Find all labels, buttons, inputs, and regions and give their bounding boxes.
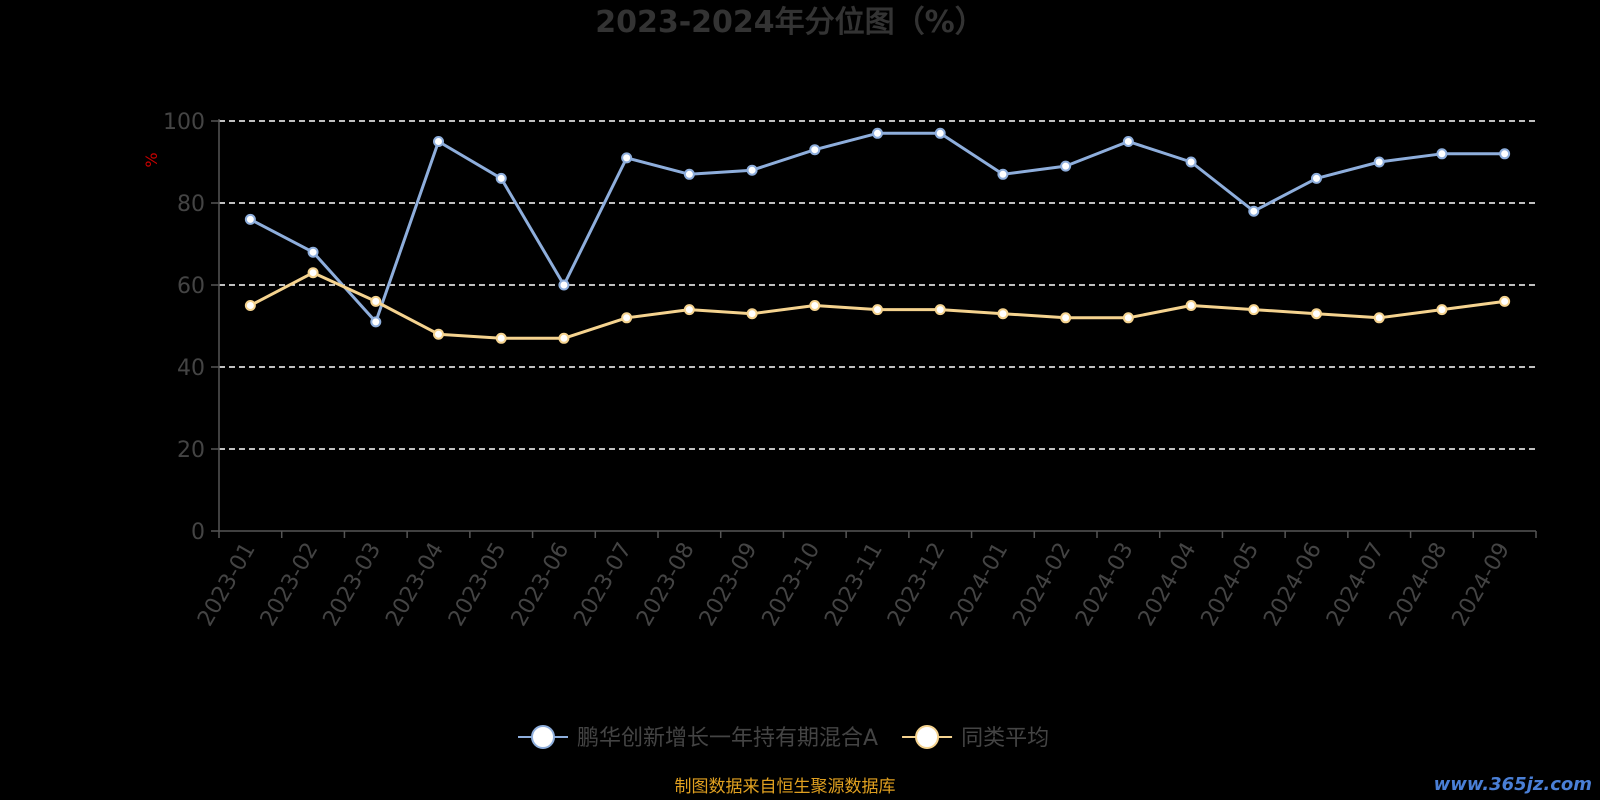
data-point[interactable]: [1122, 312, 1134, 324]
data-point[interactable]: [746, 164, 758, 176]
y-axis-ticks: 0 20 40 60 80 100: [163, 110, 219, 545]
x-tick-label: 2023-09: [695, 539, 763, 631]
data-point[interactable]: [1060, 160, 1072, 172]
data-point[interactable]: [495, 332, 507, 344]
data-point[interactable]: [1185, 300, 1197, 311]
data-point[interactable]: [683, 168, 695, 180]
data-point[interactable]: [558, 332, 570, 344]
x-tick-label: 2023-12: [883, 539, 951, 631]
data-point[interactable]: [1499, 295, 1511, 307]
data-point[interactable]: [1311, 172, 1322, 184]
x-tick-label: 2024-02: [1008, 539, 1076, 631]
x-axis-ticks: 2023-012023-022023-032023-042023-052023-…: [193, 531, 1537, 631]
data-point[interactable]: [621, 152, 633, 164]
x-tick-label: 2023-03: [319, 539, 387, 631]
data-point[interactable]: [370, 295, 382, 307]
data-point[interactable]: [997, 308, 1009, 320]
data-point[interactable]: [809, 300, 821, 311]
x-tick-label: 2024-09: [1447, 539, 1515, 631]
data-point[interactable]: [1060, 312, 1072, 324]
data-point[interactable]: [1248, 205, 1260, 217]
series-lines: [244, 127, 1511, 344]
x-tick-label: 2023-08: [632, 539, 700, 631]
data-point[interactable]: [370, 316, 382, 328]
series-1: [244, 267, 1511, 344]
data-point[interactable]: [1248, 304, 1260, 316]
axes: [218, 119, 1536, 532]
data-point[interactable]: [746, 308, 758, 320]
data-point[interactable]: [307, 246, 319, 258]
data-point[interactable]: [558, 279, 570, 291]
x-tick-label: 2023-11: [820, 539, 888, 631]
x-tick-label: 2024-03: [1071, 539, 1139, 631]
series-line: [249, 131, 1505, 324]
x-tick-label: 2024-05: [1197, 539, 1265, 631]
watermark: www.365jz.com: [1434, 774, 1592, 795]
data-point[interactable]: [934, 304, 946, 316]
x-tick-label: 2023-05: [444, 539, 512, 631]
data-source-note: 制图数据来自恒生聚源数据库: [675, 777, 896, 797]
y-tick-label: 0: [191, 520, 205, 545]
x-tick-label: 2023-07: [569, 539, 637, 631]
x-tick-label: 2023-06: [507, 539, 575, 631]
data-point[interactable]: [307, 267, 319, 279]
x-tick-label: 2023-04: [381, 539, 449, 631]
x-tick-label: 2023-01: [193, 539, 261, 631]
data-point[interactable]: [1436, 304, 1448, 316]
x-tick-label: 2023-10: [758, 539, 826, 631]
legend[interactable]: 鹏华创新增长一年持有期混合A 同类平均: [518, 725, 1049, 751]
y-tick-label: 80: [177, 192, 205, 217]
legend-item-0[interactable]: 鹏华创新增长一年持有期混合A: [518, 725, 878, 751]
data-point[interactable]: [1373, 312, 1385, 324]
y-tick-label: 100: [163, 110, 205, 135]
data-point[interactable]: [809, 144, 821, 156]
legend-item-1[interactable]: 同类平均: [902, 725, 1049, 751]
series-0: [244, 127, 1511, 328]
legend-label: 同类平均: [961, 726, 1049, 751]
x-tick-label: 2024-06: [1259, 539, 1327, 631]
legend-label: 鹏华创新增长一年持有期混合A: [577, 726, 878, 751]
legend-marker: [531, 725, 555, 749]
data-point[interactable]: [872, 127, 883, 139]
data-point[interactable]: [433, 136, 444, 147]
data-point[interactable]: [1311, 308, 1322, 320]
chart-title: 2023-2024年分位图（%）: [595, 5, 985, 40]
data-point[interactable]: [683, 304, 695, 316]
grid-lines: [219, 120, 1536, 450]
data-point[interactable]: [997, 168, 1009, 180]
data-point[interactable]: [1499, 148, 1511, 160]
data-point[interactable]: [1185, 156, 1197, 168]
data-point[interactable]: [244, 213, 256, 225]
legend-marker: [915, 725, 940, 749]
y-tick-label: 40: [177, 356, 205, 381]
y-tick-label: 60: [177, 274, 205, 299]
data-point[interactable]: [1373, 156, 1385, 168]
x-tick-label: 2023-02: [256, 539, 324, 631]
data-point[interactable]: [1436, 148, 1448, 160]
data-point[interactable]: [495, 172, 507, 184]
x-tick-label: 2024-07: [1322, 539, 1390, 631]
x-tick-label: 2024-08: [1385, 539, 1453, 631]
y-tick-label: 20: [177, 438, 205, 463]
x-tick-label: 2024-01: [946, 539, 1014, 631]
data-point[interactable]: [1122, 136, 1134, 147]
data-point[interactable]: [433, 328, 444, 340]
x-tick-label: 2024-04: [1134, 539, 1202, 631]
data-point[interactable]: [934, 127, 946, 139]
y-axis-unit: %: [142, 152, 161, 167]
data-point[interactable]: [872, 304, 883, 316]
data-point[interactable]: [244, 300, 256, 311]
data-point[interactable]: [621, 312, 633, 324]
